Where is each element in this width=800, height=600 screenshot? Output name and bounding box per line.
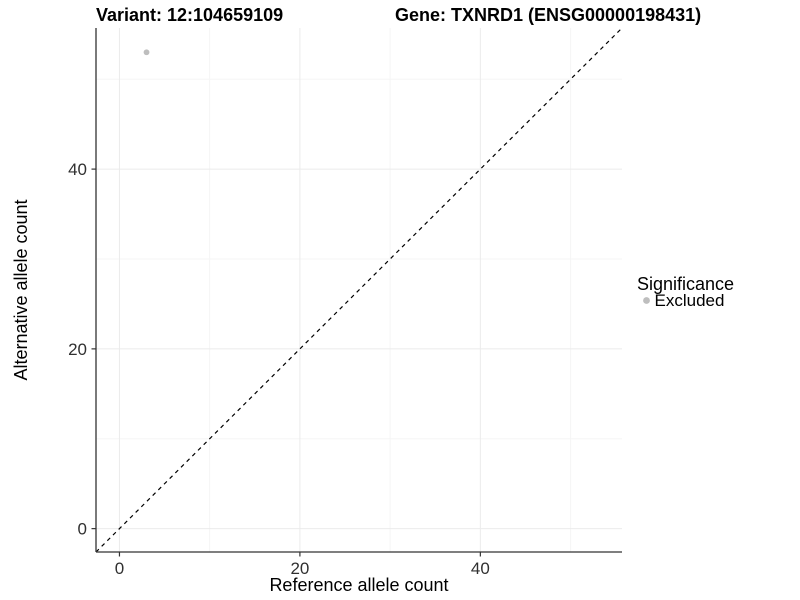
variant-title: Variant: 12:104659109 xyxy=(96,5,283,25)
data-point xyxy=(143,49,150,56)
x-tick-label: 40 xyxy=(471,559,490,578)
x-tick-label: 0 xyxy=(115,559,124,578)
legend: Significance Excluded xyxy=(637,274,734,310)
data-points-layer xyxy=(143,49,150,56)
y-tick-label: 40 xyxy=(68,160,87,179)
x-axis-title: Reference allele count xyxy=(269,575,448,595)
gridlines-minor xyxy=(96,28,622,552)
legend-title: Significance xyxy=(637,274,734,294)
y-axis-title: Alternative allele count xyxy=(11,199,31,380)
legend-label-excluded: Excluded xyxy=(655,291,725,310)
x-tick-label: 20 xyxy=(290,559,309,578)
gene-title: Gene: TXNRD1 (ENSG00000198431) xyxy=(395,5,701,25)
x-axis-tick-labels: 0 20 40 xyxy=(115,559,490,578)
y-tick-label: 0 xyxy=(78,520,87,539)
legend-key-excluded-dot xyxy=(643,297,650,304)
y-axis-tick-marks xyxy=(91,168,96,530)
identity-dashed-line xyxy=(95,27,623,553)
gridlines-major xyxy=(96,28,622,552)
y-axis-tick-labels: 0 20 40 xyxy=(68,160,87,539)
x-axis-tick-marks xyxy=(118,552,481,557)
y-tick-label: 20 xyxy=(68,340,87,359)
